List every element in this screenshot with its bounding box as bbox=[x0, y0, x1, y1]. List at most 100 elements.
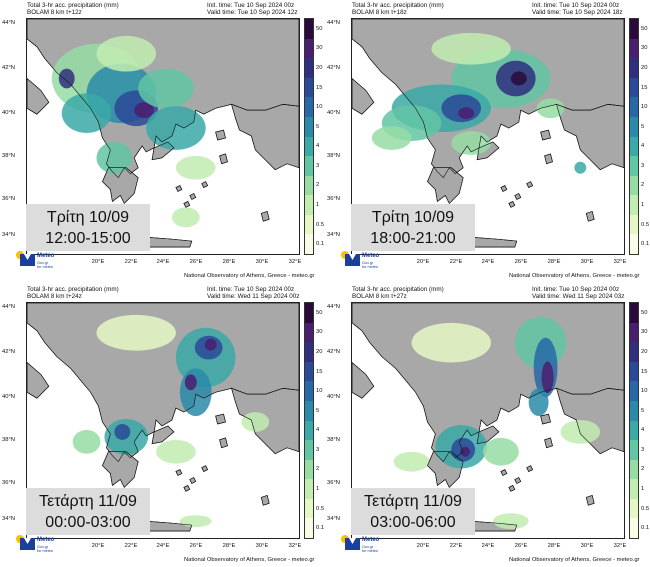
colorbar-tick-label: 30 bbox=[316, 45, 323, 52]
lat-tick-label: 34°N bbox=[327, 516, 340, 522]
credit-text: National Observatory of Athens, Greece -… bbox=[184, 273, 315, 279]
coastline bbox=[175, 469, 183, 476]
precip-area bbox=[72, 429, 101, 454]
precip-area bbox=[458, 107, 475, 120]
colorbar-segment bbox=[630, 97, 638, 117]
coastline bbox=[215, 129, 226, 141]
logo-wordmark: Meteo bbox=[362, 253, 380, 259]
coastline bbox=[500, 185, 508, 192]
colorbar-segment bbox=[305, 38, 313, 59]
colorbar-segment bbox=[305, 58, 313, 78]
coastline bbox=[27, 78, 50, 115]
colorbar-tick-label: 20 bbox=[316, 64, 323, 71]
colorbar-tick-label: 0.5 bbox=[316, 221, 325, 228]
colorbar-tick-label: 20 bbox=[641, 64, 648, 71]
colorbar-segment bbox=[305, 420, 313, 441]
coastline bbox=[544, 153, 553, 165]
logo-sub-1: Gov.gr bbox=[362, 545, 374, 549]
panel-title: Total 3-hr acc. precipitation (mm) bbox=[352, 2, 444, 9]
panel-model: BOLAM 8 km t+12z bbox=[27, 9, 82, 16]
colorbar-tick-label: 15 bbox=[641, 84, 648, 91]
forecast-panel-1: Total 3-hr acc. precipitation (mm) BOLAM… bbox=[0, 0, 325, 283]
colorbar bbox=[629, 302, 639, 539]
lon-tick-label: 28°E bbox=[222, 543, 236, 549]
precip-area bbox=[492, 513, 529, 530]
lon-tick-label: 26°E bbox=[514, 543, 528, 549]
coastline bbox=[585, 210, 595, 222]
colorbar-segment bbox=[630, 234, 638, 254]
coastline bbox=[544, 437, 553, 449]
logo-mark-icon bbox=[345, 254, 360, 266]
lat-tick-label: 40°N bbox=[327, 110, 340, 116]
lon-tick-label: 32°E bbox=[613, 259, 627, 265]
lat-tick-label: 42°N bbox=[327, 65, 340, 71]
colorbar-segment bbox=[305, 440, 313, 460]
coastline bbox=[526, 181, 534, 188]
lat-tick-label: 38°N bbox=[327, 437, 340, 443]
coastline bbox=[540, 413, 551, 425]
hours-label: 00:00-03:00 bbox=[45, 514, 131, 531]
colorbar-tick-label: 50 bbox=[316, 309, 323, 316]
colorbar-segment bbox=[630, 38, 638, 59]
coastline bbox=[189, 477, 197, 484]
lon-tick-label: 32°E bbox=[613, 543, 627, 549]
lon-tick-label: 24°E bbox=[156, 543, 170, 549]
forecast-panel-4: Total 3-hr acc. precipitation (mm) BOLAM… bbox=[325, 284, 650, 567]
forecast-panel-2: Total 3-hr acc. precipitation (mm) BOLAM… bbox=[325, 0, 650, 283]
colorbar-segment bbox=[305, 19, 313, 39]
init-time: Init. time: Tue 10 Sep 2024 00z bbox=[532, 286, 620, 293]
precip-area bbox=[61, 93, 112, 134]
colorbar-tick-label: 20 bbox=[316, 348, 323, 355]
logo-sub-2: for meteo bbox=[37, 265, 54, 269]
coastline bbox=[500, 469, 508, 476]
hours-label: 18:00-21:00 bbox=[370, 230, 456, 247]
colorbar-tick-label: 4 bbox=[316, 143, 320, 150]
logo-sub-1: Gov.gr bbox=[37, 545, 49, 549]
colorbar-tick-label: 0.1 bbox=[316, 241, 325, 248]
colorbar-segment bbox=[305, 214, 313, 235]
colorbar-tick-label: 50 bbox=[316, 25, 323, 32]
colorbar-tick-label: 0.1 bbox=[316, 525, 325, 532]
precip-area bbox=[431, 32, 511, 65]
init-time: Init. time: Tue 10 Sep 2024 00z bbox=[207, 2, 295, 9]
lon-tick-label: 22°E bbox=[449, 543, 463, 549]
precip-area bbox=[179, 515, 212, 528]
precip-area bbox=[96, 141, 133, 174]
colorbar-segment bbox=[305, 97, 313, 117]
precipitation-map bbox=[26, 302, 300, 539]
lon-tick-label: 28°E bbox=[222, 259, 236, 265]
colorbar-segment bbox=[630, 440, 638, 460]
logo-sub-2: for meteo bbox=[362, 265, 379, 269]
colorbar-tick-label: 1 bbox=[316, 486, 320, 493]
coastline bbox=[260, 494, 270, 506]
coastline bbox=[231, 387, 299, 455]
colorbar bbox=[304, 302, 314, 539]
colorbar-tick-label: 5 bbox=[316, 123, 320, 130]
precip-area bbox=[541, 361, 554, 394]
precip-area bbox=[96, 314, 176, 351]
colorbar-tick-label: 30 bbox=[641, 329, 648, 336]
precip-area bbox=[146, 106, 206, 150]
colorbar-tick-label: 10 bbox=[641, 388, 648, 395]
coastline bbox=[151, 141, 175, 161]
lon-tick-label: 26°E bbox=[189, 259, 203, 265]
lon-tick-label: 32°E bbox=[288, 259, 302, 265]
colorbar-segment bbox=[305, 400, 313, 421]
hours-label: 12:00-15:00 bbox=[45, 230, 131, 247]
colorbar-tick-label: 15 bbox=[641, 368, 648, 375]
lon-tick-label: 22°E bbox=[124, 543, 138, 549]
colorbar-segment bbox=[305, 136, 313, 157]
lon-tick-label: 32°E bbox=[288, 543, 302, 549]
valid-time: Valid time: Tue 10 Sep 2024 18z bbox=[532, 9, 623, 16]
map-canvas bbox=[27, 303, 299, 538]
lat-tick-label: 36°N bbox=[2, 196, 15, 202]
precip-area bbox=[393, 451, 430, 472]
time-window-label: Τρίτη 10/09 18:00-21:00 bbox=[351, 204, 475, 251]
precip-area bbox=[411, 322, 491, 363]
colorbar-tick-label: 4 bbox=[641, 143, 645, 150]
colorbar-tick-label: 4 bbox=[641, 427, 645, 434]
colorbar-tick-label: 5 bbox=[641, 123, 645, 130]
coastline bbox=[215, 413, 226, 425]
coastline bbox=[514, 477, 522, 484]
lat-tick-label: 42°N bbox=[327, 349, 340, 355]
